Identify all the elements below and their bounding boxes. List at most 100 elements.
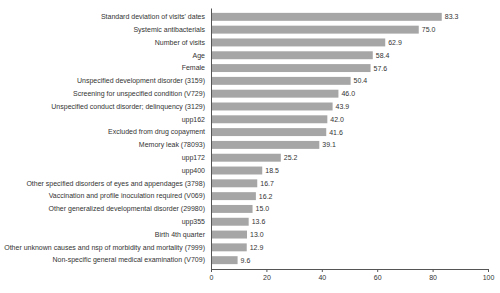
bar [211,26,419,34]
y-tick: Excluded from drug copayment [108,128,205,136]
y-tick-label: Birth 4th quarter [155,231,206,239]
x-axis-line [212,270,489,273]
data-label: 62.9 [388,39,402,46]
y-tick-label: upp355 [182,218,205,226]
y-tick: Age [193,51,206,59]
bar [211,13,442,21]
y-tick: Other generalized developmental disorder… [49,205,205,213]
x-tick: 80 [429,269,437,281]
bar [211,141,319,149]
plot: 83.3 75.0 62.9 58.4 57.6 50.4 46.0 43.9 42.0 41.6… [4,9,494,281]
y-tick-label: Screening for unspecified condition (V72… [73,90,205,98]
y-tick: Memory leak (78093) [139,141,205,149]
data-label: 15.0 [256,205,270,212]
bar [211,64,371,72]
bar [211,167,262,175]
bar [211,192,256,200]
data-label: 39.1 [322,141,336,148]
y-tick: upp400 [182,167,205,175]
data-label: 83.3 [445,13,459,20]
y-tick-label: Other specified disorders of eyes and ap… [26,180,205,188]
bar [211,218,249,226]
y-tick: upp162 [182,116,205,124]
x-tick-label: 100 [483,274,495,281]
x-tick-mark [433,269,434,272]
y-tick-label: Other unknown causes and nsp of morbidit… [4,244,205,252]
y-tick: upp355 [182,218,205,226]
y-tick: Other unknown causes and nsp of morbidit… [4,244,205,252]
x-tick: 0 [210,269,214,281]
bar [211,128,326,136]
bar [211,243,247,251]
data-label: 13.6 [252,218,266,225]
data-label: 43.9 [336,103,350,110]
y-tick-label: Other generalized developmental disorder… [49,205,205,213]
y-tick-label: upp400 [182,167,205,175]
data-label: 41.6 [329,129,343,136]
y-tick-label: Age [193,51,206,59]
data-label: 9.6 [241,257,251,264]
y-tick: Number of visits [155,39,206,46]
y-tick: Unspecified development disorder (3159) [77,77,205,85]
bar [211,205,253,213]
y-tick-label: Memory leak (78093) [139,141,205,149]
y-tick-label: Excluded from drug copayment [108,128,205,136]
bar [211,77,351,85]
x-tick-label: 80 [429,274,437,281]
data-label: 12.9 [250,244,264,251]
data-label: 16.2 [259,193,273,200]
y-tick: upp172 [182,154,205,162]
x-tick-mark [322,269,323,272]
data-label: 50.4 [354,77,368,84]
y-tick: Female [182,64,205,71]
y-axis: Standard deviation of visits' dates Syste… [4,9,211,270]
y-axis-line [211,9,212,270]
y-tick: Birth 4th quarter [155,231,206,239]
data-labels: 83.3 75.0 62.9 58.4 57.6 50.4 46.0 43.9 42.0 41.6… [241,13,459,263]
data-label: 25.2 [284,154,298,161]
y-tick: Systemic antibacterials [133,26,205,34]
bar [211,256,238,264]
data-label: 18.5 [265,167,279,174]
bar [211,103,333,111]
x-tick-mark [377,269,378,272]
y-tick-label: Vaccination and profile inoculation requ… [49,192,205,200]
x-axis: 0 20 40 60 80 100 [210,269,495,281]
y-tick: Unspecified conduct disorder; delinquenc… [51,103,205,111]
bar [211,51,373,59]
x-tick-mark [488,269,489,272]
x-tick: 60 [374,269,382,281]
x-tick: 40 [318,269,326,281]
y-tick: Non-specific general medical examination… [52,256,205,264]
y-tick: Standard deviation of visits' dates [101,13,206,20]
bar [211,38,385,46]
y-tick-label: upp162 [182,116,205,124]
data-label: 75.0 [422,26,436,33]
bar [211,115,327,123]
bar [211,90,338,98]
x-tick-label: 0 [210,274,214,281]
y-tick-label: Female [182,64,205,71]
x-tick-label: 60 [374,274,382,281]
bar [211,231,247,239]
data-label: 42.0 [330,116,344,123]
data-label: 46.0 [341,90,355,97]
y-tick: Vaccination and profile inoculation requ… [49,192,205,200]
data-label: 57.6 [374,65,388,72]
y-tick-label: Number of visits [155,39,206,46]
bar [211,179,257,187]
data-label: 58.4 [376,52,390,59]
data-label: 13.0 [250,231,264,238]
x-tick: 100 [483,269,495,281]
chart: 83.3 75.0 62.9 58.4 57.6 50.4 46.0 43.9 42.0 41.6… [0,0,500,293]
data-label: 16.7 [260,180,274,187]
y-tick-label: Non-specific general medical examination… [52,256,205,264]
y-tick-label: Unspecified development disorder (3159) [77,77,205,85]
y-tick-label: Unspecified conduct disorder; delinquenc… [51,103,205,111]
x-tick-label: 20 [263,274,271,281]
y-tick-label: Systemic antibacterials [133,26,205,34]
y-tick-label: Standard deviation of visits' dates [101,13,206,20]
y-tick-label: upp172 [182,154,205,162]
x-tick: 20 [263,269,271,281]
y-tick: Screening for unspecified condition (V72… [73,90,205,98]
